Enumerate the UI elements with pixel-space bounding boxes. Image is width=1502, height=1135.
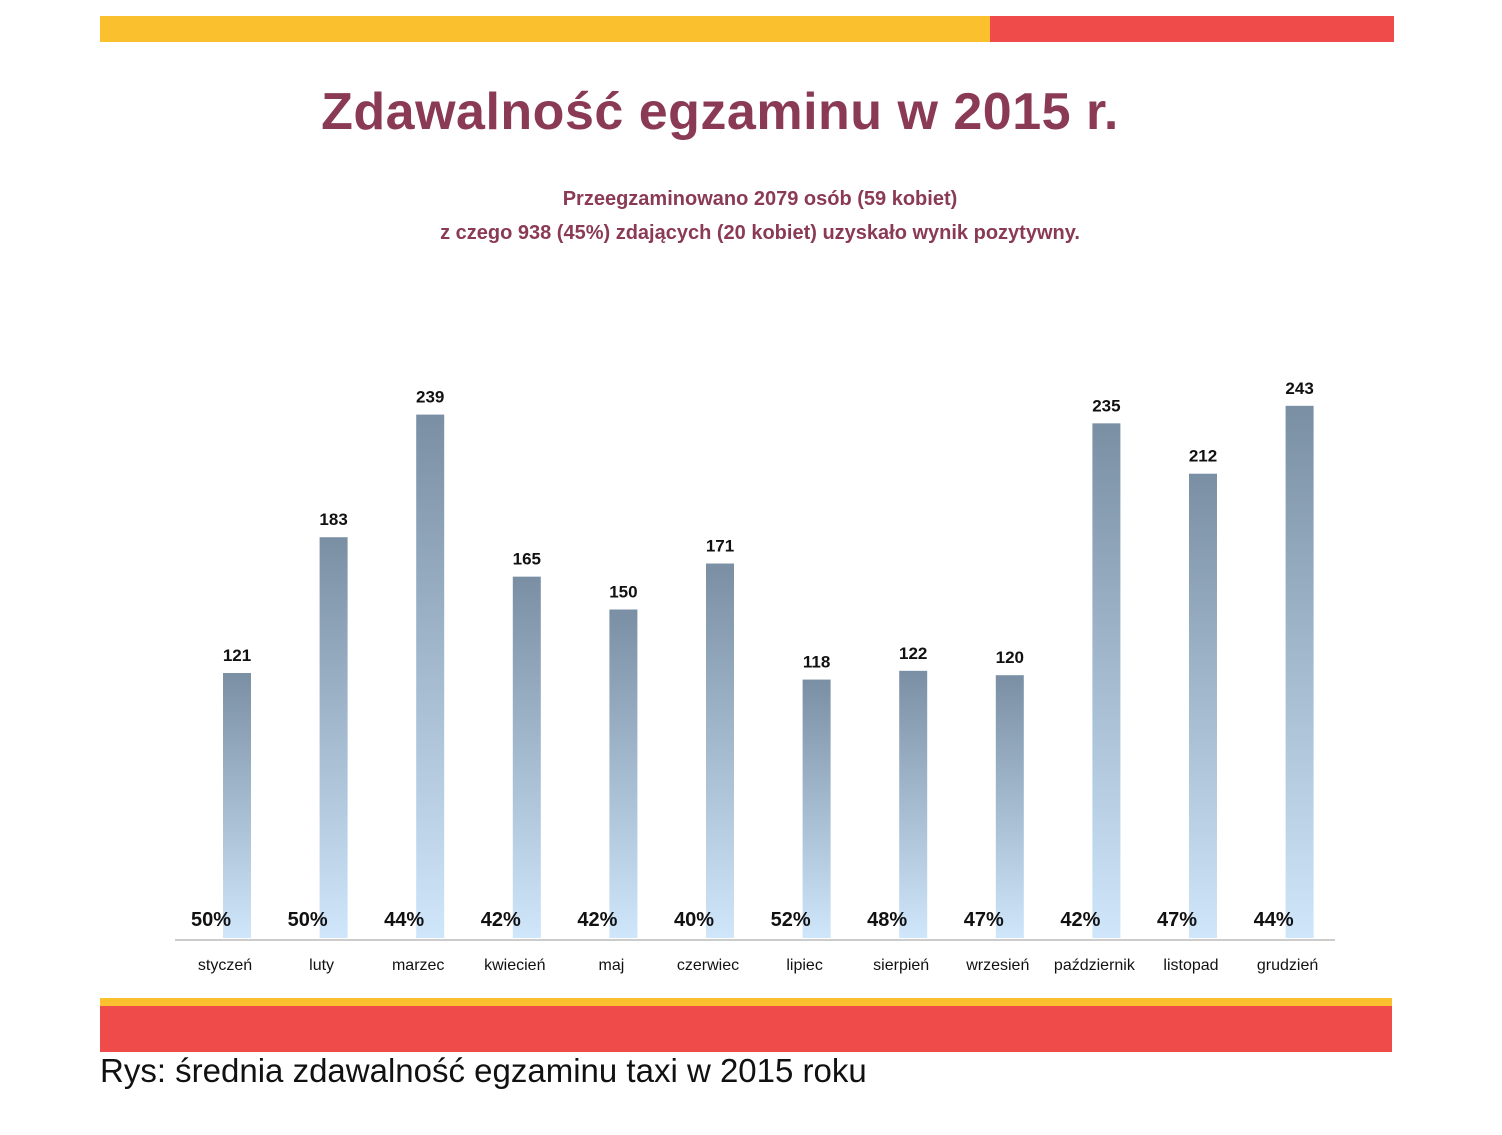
subtitle-line-2: z czego 938 (45%) zdających (20 kobiet) …: [440, 222, 1080, 244]
subtitle-line-1: Przeegzaminowano 2079 osób (59 kobiet): [562, 188, 958, 210]
value-label-11: 243: [1285, 379, 1313, 398]
value-label-2: 239: [416, 388, 444, 407]
value-label-5: 171: [706, 537, 734, 556]
page-title: Zdawalność egzaminu w 2015 r.: [321, 83, 1119, 141]
pass-rate-label-5: 40%: [674, 909, 714, 931]
category-label-4: maj: [599, 957, 625, 974]
pass-rate-label-1: 50%: [288, 909, 328, 931]
bottom-band-red: [100, 1006, 1392, 1052]
figure-caption: Rys: średnia zdawalność egzaminu taxi w …: [100, 1052, 867, 1089]
category-label-0: styczeń: [198, 957, 252, 974]
pass-rate-label-6: 52%: [771, 909, 811, 931]
bar-2: [416, 414, 445, 939]
bar-4: [609, 609, 638, 938]
bar-9: [1092, 423, 1121, 939]
category-label-2: marzec: [392, 957, 444, 974]
bar-6: [802, 679, 831, 938]
value-label-8: 120: [996, 648, 1024, 667]
bottom-band-yellow: [100, 998, 1392, 1006]
pass-rate-label-2: 44%: [384, 909, 424, 931]
pass-rate-label-10: 47%: [1157, 909, 1197, 931]
value-label-10: 212: [1189, 447, 1217, 466]
value-label-6: 118: [803, 653, 830, 672]
value-label-0: 121: [223, 646, 251, 665]
category-label-9: październik: [1054, 957, 1136, 974]
category-label-7: sierpień: [873, 957, 929, 974]
category-label-10: listopad: [1163, 957, 1218, 974]
pass-rate-label-9: 42%: [1060, 909, 1100, 931]
bar-3: [512, 576, 541, 938]
bar-10: [1189, 473, 1217, 938]
category-label-6: lipiec: [786, 957, 822, 974]
top-band-yellow: [100, 16, 990, 42]
pass-rate-label-4: 42%: [577, 909, 617, 931]
top-band-red: [990, 16, 1394, 42]
category-label-1: luty: [309, 957, 334, 974]
category-label-5: czerwiec: [677, 957, 739, 974]
bar-8: [995, 675, 1024, 938]
value-label-3: 165: [513, 550, 541, 569]
pass-rate-label-8: 47%: [964, 909, 1004, 931]
pass-rate-label-0: 50%: [191, 909, 231, 931]
category-label-11: grudzień: [1257, 957, 1318, 974]
bar-5: [706, 563, 734, 938]
bar-7: [899, 670, 928, 938]
bar-11: [1285, 405, 1314, 939]
value-label-4: 150: [609, 583, 637, 602]
bar-0: [223, 673, 251, 938]
bar-chart: 121 50% styczeń 183 50% luty 239 44% marzec 165 42…: [175, 379, 1335, 974]
pass-rate-label-7: 48%: [867, 909, 907, 931]
value-label-7: 122: [899, 644, 927, 663]
pass-rate-label-11: 44%: [1254, 909, 1294, 931]
pass-rate-label-3: 42%: [481, 909, 521, 931]
bar-1: [319, 537, 348, 938]
category-label-8: wrzesień: [965, 957, 1029, 974]
category-label-3: kwiecień: [484, 957, 545, 974]
value-label-9: 235: [1092, 396, 1120, 415]
value-label-1: 183: [319, 510, 347, 529]
